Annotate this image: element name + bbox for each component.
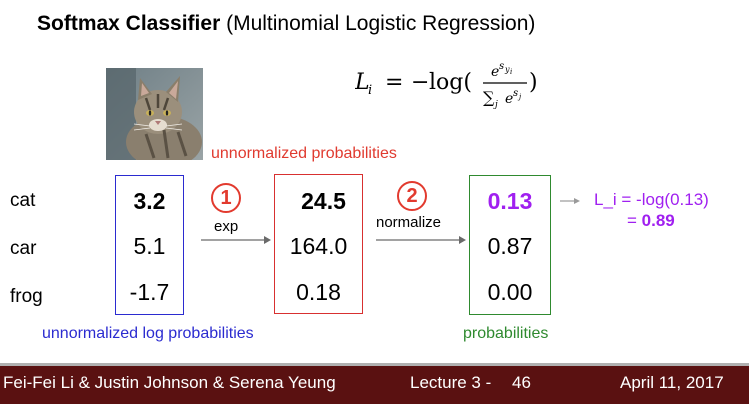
class-label-car: car xyxy=(10,238,37,259)
svg-text:j: j xyxy=(517,93,522,101)
svg-text:log(: log( xyxy=(429,70,472,95)
svg-text:−: − xyxy=(411,70,429,95)
loss-expression: L_i = -log(0.13) xyxy=(594,190,709,209)
probabilities-caption: probabilities xyxy=(463,325,549,342)
normalize-arrow xyxy=(376,236,466,244)
log-prob-car: 5.1 xyxy=(133,233,166,259)
svg-text:j: j xyxy=(493,100,498,110)
prob-car: 0.87 xyxy=(487,233,533,259)
loss-result: = 0.89 xyxy=(627,211,675,231)
loss-value: 0.89 xyxy=(641,211,675,230)
svg-text:=: = xyxy=(385,70,403,95)
loss-equals: = xyxy=(627,211,642,230)
svg-text:s: s xyxy=(513,88,518,99)
unnorm-prob-frog: 0.18 xyxy=(296,279,341,305)
exp-label: exp xyxy=(214,218,239,235)
class-label-cat: cat xyxy=(10,190,36,211)
footer-bar: Fei-Fei Li & Justin Johnson & Serena Yeu… xyxy=(0,366,749,404)
step-two-marker: 2 xyxy=(397,181,427,211)
class-label-frog: frog xyxy=(10,286,43,307)
svg-text:e: e xyxy=(491,64,499,80)
title-bold: Softmax Classifier xyxy=(37,12,221,35)
normalize-label: normalize xyxy=(376,214,442,231)
cat-image xyxy=(106,68,203,160)
footer-date: April 11, 2017 xyxy=(620,373,724,392)
unnormalized-log-probabilities-caption: unnormalized log probabilities xyxy=(42,325,254,342)
title-rest: (Multinomial Logistic Regression) xyxy=(220,12,536,35)
log-prob-cat: 3.2 xyxy=(133,188,166,214)
slide-title: Softmax Classifier (Multinomial Logistic… xyxy=(37,12,535,36)
svg-text:i: i xyxy=(510,68,512,76)
log-prob-frog: -1.7 xyxy=(129,279,170,305)
prob-frog: 0.00 xyxy=(487,279,533,305)
step-one-marker: 1 xyxy=(211,183,241,213)
svg-text:s: s xyxy=(499,61,504,72)
unnormalized-probabilities-box xyxy=(274,174,363,314)
svg-text:y: y xyxy=(504,65,510,74)
footer-divider xyxy=(0,363,749,366)
footer-authors: Fei-Fei Li & Justin Johnson & Serena Yeu… xyxy=(3,373,336,392)
unnorm-prob-cat: 24.5 xyxy=(301,188,346,214)
footer-lecture: Lecture 3 - xyxy=(410,373,492,392)
svg-text:e: e xyxy=(505,91,513,107)
footer-page: 46 xyxy=(512,373,531,392)
prob-cat: 0.13 xyxy=(487,188,533,214)
loss-arrow xyxy=(560,198,580,204)
svg-text:i: i xyxy=(368,83,372,98)
svg-text:L: L xyxy=(355,70,370,95)
log-probabilities-box xyxy=(115,175,184,315)
svg-text:∑: ∑ xyxy=(483,88,495,107)
svg-text:): ) xyxy=(529,70,538,95)
unnormalized-probabilities-caption: unnormalized probabilities xyxy=(211,145,397,162)
loss-formula: L i = − log( e s y i ∑ j e s j ) xyxy=(355,61,538,110)
exp-arrow xyxy=(201,236,271,244)
probabilities-box xyxy=(469,175,551,315)
unnorm-prob-car: 164.0 xyxy=(289,233,348,259)
